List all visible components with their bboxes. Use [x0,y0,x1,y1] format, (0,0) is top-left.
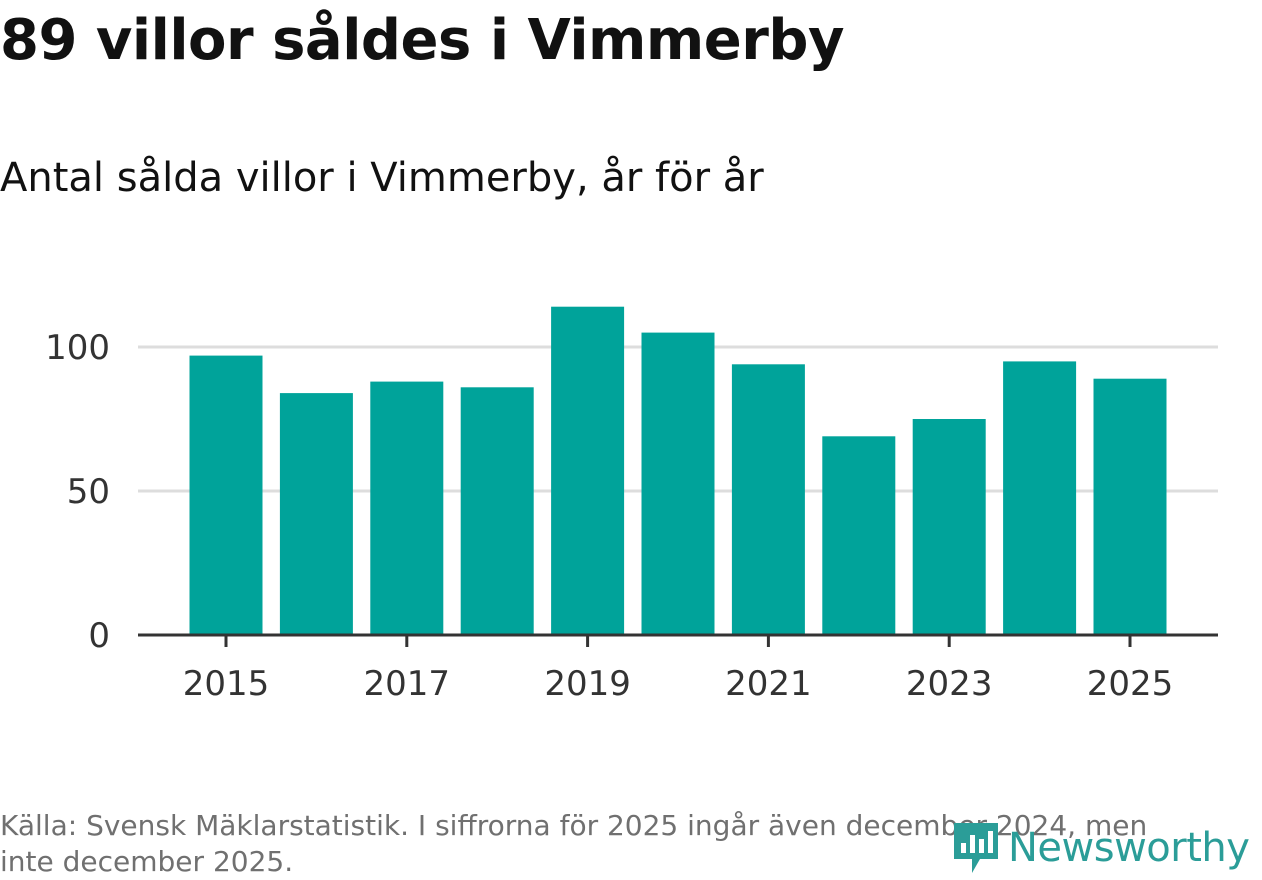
chart-subtitle: Antal sålda villor i Vimmerby, år för år [0,155,764,201]
bar-2018 [460,387,534,635]
bar-2024 [1003,361,1077,635]
y-tick-label-100: 100 [45,328,110,368]
x-tick-label-2023: 2023 [906,664,993,704]
x-tick-label-2019: 2019 [544,664,631,704]
bar-2020 [641,332,715,635]
y-axis-labels: 0 50 100 [45,328,110,656]
bar-2025 [1093,378,1167,635]
bar-2019 [551,306,625,635]
bar-2017 [370,381,444,635]
bar-2023 [912,419,986,635]
bar-2016 [279,393,353,635]
bars [189,306,1167,635]
logo-text: Newsworthy [1008,825,1250,871]
y-tick-label-50: 50 [67,472,110,512]
newsworthy-logo: Newsworthy [950,818,1250,878]
bar-2022 [822,436,896,635]
x-tick-label-2017: 2017 [364,664,451,704]
x-tick-label-2025: 2025 [1087,664,1174,704]
x-axis [138,633,1218,647]
chart-title: 89 villor såldes i Vimmerby [0,8,844,73]
x-axis-labels: 2015 2017 2019 2021 2023 2025 [183,664,1174,704]
x-tick-label-2021: 2021 [725,664,812,704]
x-tick-label-2015: 2015 [183,664,270,704]
bar-2015 [189,355,263,635]
newsworthy-logo-icon [954,823,998,873]
y-tick-label-0: 0 [88,616,110,656]
bar-2021 [731,364,805,635]
